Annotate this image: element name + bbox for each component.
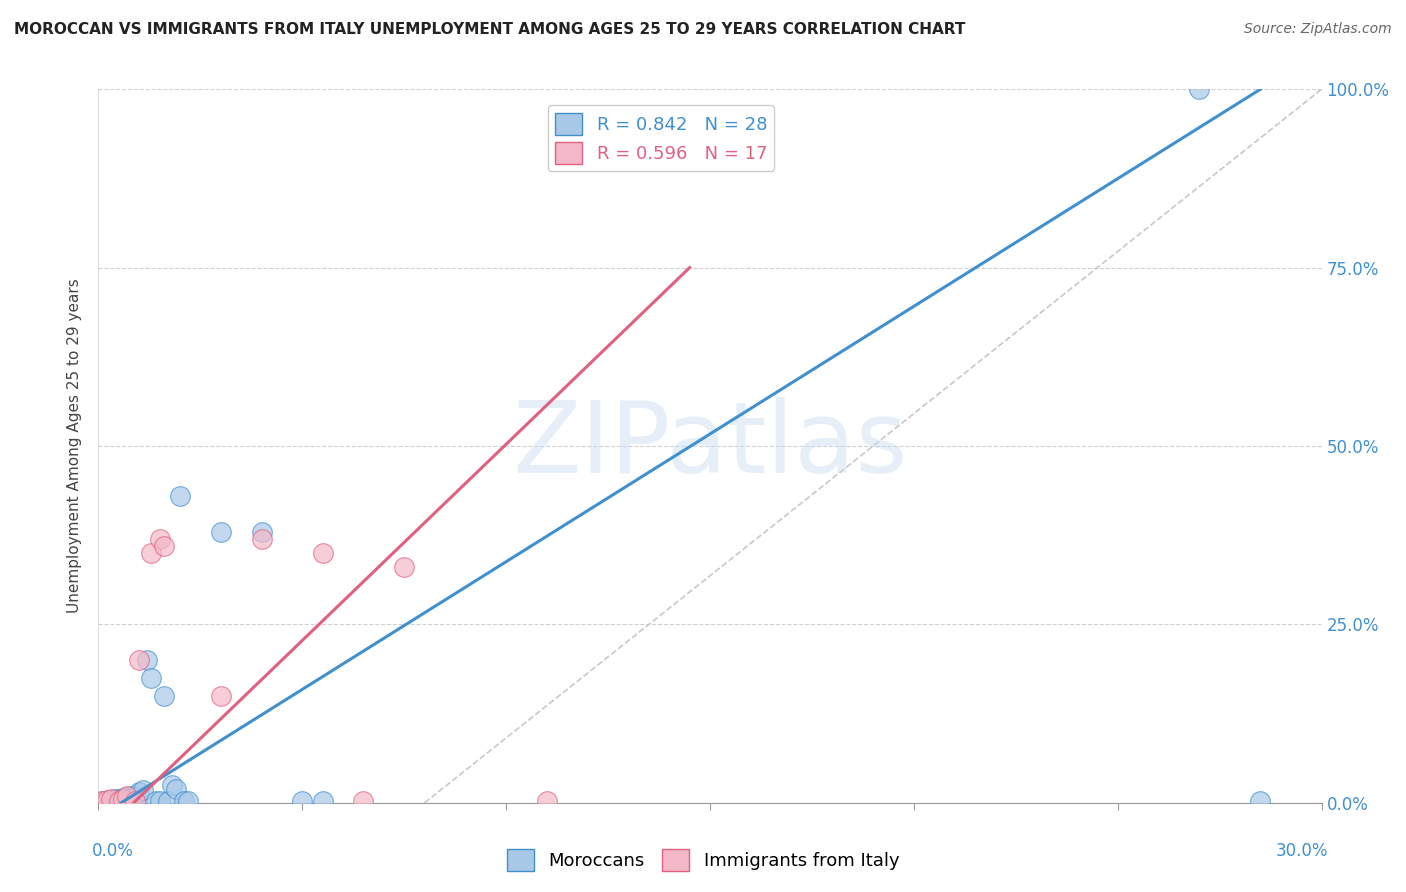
Point — [115, 790, 138, 805]
Point — [96, 794, 118, 808]
Point — [111, 792, 134, 806]
Text: MOROCCAN VS IMMIGRANTS FROM ITALY UNEMPLOYMENT AMONG AGES 25 TO 29 YEARS CORRELA: MOROCCAN VS IMMIGRANTS FROM ITALY UNEMPL… — [14, 22, 966, 37]
Point — [91, 794, 114, 808]
Point — [91, 794, 114, 808]
Point — [250, 532, 273, 546]
Point — [136, 653, 159, 667]
Point — [536, 794, 558, 808]
Point — [152, 539, 174, 553]
Point — [104, 792, 127, 806]
Point — [291, 794, 314, 808]
Point — [1249, 794, 1271, 808]
Text: 30.0%: 30.0% — [1275, 842, 1327, 860]
Point — [352, 794, 374, 808]
Legend: R = 0.842   N = 28, R = 0.596   N = 17: R = 0.842 N = 28, R = 0.596 N = 17 — [548, 105, 775, 171]
Point — [177, 794, 200, 808]
Point — [169, 489, 191, 503]
Point — [149, 532, 172, 546]
Point — [173, 794, 195, 808]
Point — [111, 790, 134, 805]
Legend: Moroccans, Immigrants from Italy: Moroccans, Immigrants from Italy — [499, 842, 907, 879]
Point — [96, 793, 118, 807]
Point — [209, 689, 232, 703]
Point — [145, 794, 167, 808]
Point — [128, 653, 150, 667]
Point — [149, 794, 172, 808]
Point — [156, 794, 179, 808]
Point — [209, 524, 232, 539]
Point — [152, 689, 174, 703]
Text: Source: ZipAtlas.com: Source: ZipAtlas.com — [1244, 22, 1392, 37]
Point — [100, 793, 122, 807]
Point — [115, 789, 138, 803]
Point — [108, 794, 131, 808]
Point — [124, 789, 146, 803]
Point — [141, 671, 163, 685]
Point — [108, 791, 131, 805]
Point — [120, 789, 142, 804]
Point — [100, 792, 122, 806]
Point — [124, 794, 146, 808]
Text: 0.0%: 0.0% — [93, 842, 134, 860]
Text: ZIPatlas: ZIPatlas — [512, 398, 908, 494]
Point — [250, 524, 273, 539]
Point — [312, 794, 335, 808]
Point — [128, 785, 150, 799]
Point — [312, 546, 335, 560]
Point — [132, 783, 155, 797]
Point — [1188, 82, 1211, 96]
Point — [160, 778, 183, 792]
Point — [141, 546, 163, 560]
Y-axis label: Unemployment Among Ages 25 to 29 years: Unemployment Among Ages 25 to 29 years — [67, 278, 83, 614]
Point — [392, 560, 416, 574]
Point — [165, 781, 187, 796]
